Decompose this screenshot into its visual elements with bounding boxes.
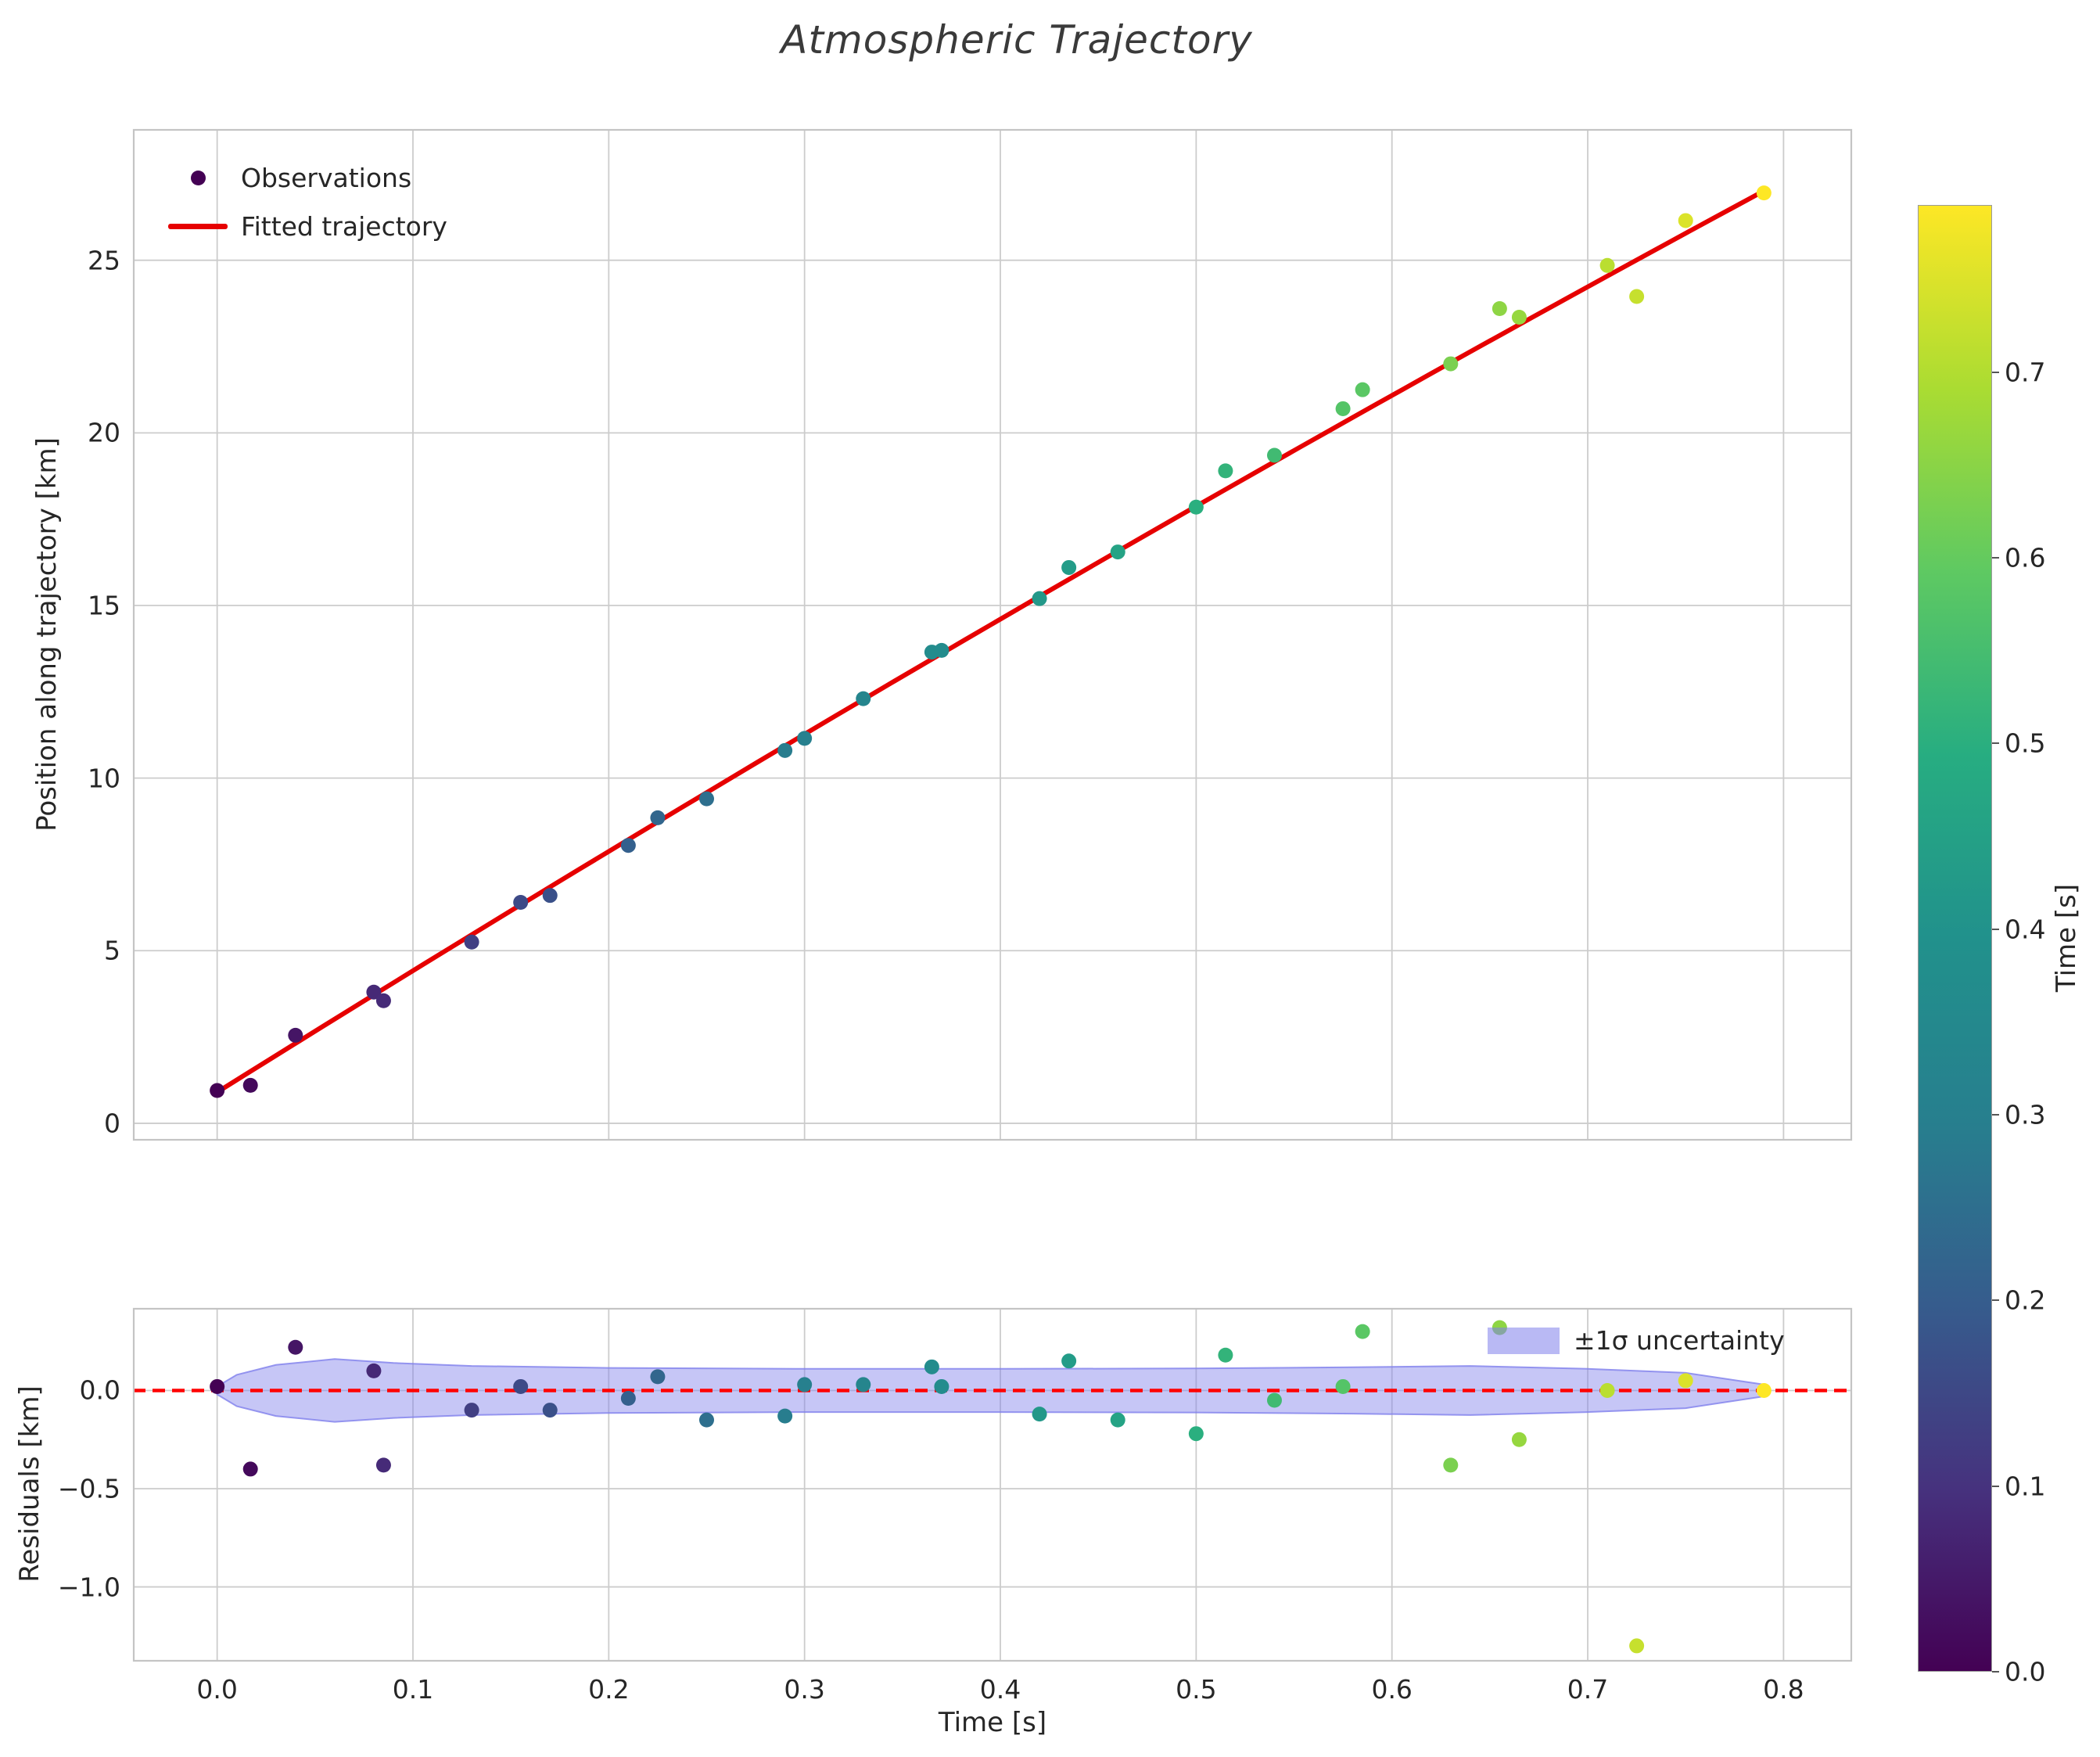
- x-tick-label: 0.7: [1567, 1674, 1609, 1705]
- colorbar-tick-label: 0.5: [2005, 728, 2046, 759]
- colorbar-tick-label: 0.2: [2005, 1285, 2046, 1316]
- colorbar-tick-label: 0.1: [2005, 1471, 2046, 1502]
- trajectory-plot: [132, 128, 1853, 1141]
- colorbar-tick-mark: [1992, 742, 1999, 745]
- legend-row-fitted: Fitted trajectory: [155, 202, 447, 250]
- colorbar-tick-label: 0.0: [2005, 1656, 2046, 1687]
- trajectory-y-tick-label: 10: [88, 763, 120, 794]
- colorbar-tick-mark: [1992, 371, 1999, 373]
- legend-row-observations: Observations: [155, 153, 447, 202]
- trajectory-y-axis-label: Position along trajectory [km]: [31, 437, 63, 832]
- x-tick-label: 0.3: [784, 1674, 825, 1705]
- colorbar-tick-label: 0.6: [2005, 542, 2046, 573]
- fitted-line-icon: [168, 223, 228, 229]
- residuals-y-tick-label: −0.5: [57, 1473, 120, 1504]
- figure-title: Atmospheric Trajectory: [781, 17, 1253, 63]
- residuals-plot: [132, 1307, 1853, 1662]
- legend-label-uncertainty: ±1σ uncertainty: [1574, 1325, 1785, 1356]
- legend-label-fitted-trajectory: Fitted trajectory: [241, 210, 447, 242]
- x-tick-label: 0.4: [979, 1674, 1021, 1705]
- colorbar-tick-mark: [1992, 1671, 1999, 1673]
- time-x-axis-label: Time [s]: [938, 1707, 1047, 1738]
- colorbar-tick-mark: [1992, 1485, 1999, 1487]
- uncertainty-band-swatch-icon: [1488, 1327, 1560, 1354]
- trajectory-y-tick-label: 20: [88, 417, 120, 448]
- trajectory-legend: Observations Fitted trajectory: [155, 153, 447, 250]
- x-tick-label: 0.8: [1763, 1674, 1804, 1705]
- residuals-y-axis-label: Residuals [km]: [14, 1385, 45, 1583]
- observations-marker-icon: [190, 170, 206, 185]
- legend-label-observations: Observations: [241, 162, 412, 193]
- x-tick-label: 0.1: [392, 1674, 434, 1705]
- x-tick-label: 0.0: [196, 1674, 238, 1705]
- trajectory-y-tick-label: 0: [104, 1108, 120, 1139]
- residuals-y-tick-label: −1.0: [57, 1572, 120, 1603]
- colorbar-tick-mark: [1992, 1113, 1999, 1116]
- residuals-y-tick-label: 0.0: [79, 1374, 120, 1406]
- colorbar-label: Time [s]: [2051, 883, 2082, 992]
- colorbar-tick-mark: [1992, 556, 1999, 559]
- x-tick-label: 0.5: [1176, 1674, 1217, 1705]
- colorbar-tick-label: 0.3: [2005, 1099, 2046, 1130]
- x-tick-label: 0.6: [1371, 1674, 1413, 1705]
- residuals-legend: ±1σ uncertainty: [1488, 1325, 1785, 1356]
- trajectory-y-tick-label: 15: [88, 590, 120, 621]
- x-tick-label: 0.2: [588, 1674, 630, 1705]
- colorbar-tick-mark: [1992, 1299, 1999, 1302]
- colorbar-tick-mark: [1992, 928, 1999, 930]
- trajectory-y-tick-label: 25: [88, 245, 120, 276]
- colorbar-tick-label: 0.7: [2005, 357, 2046, 388]
- colorbar-tick-label: 0.4: [2005, 914, 2046, 945]
- trajectory-y-tick-label: 5: [104, 935, 120, 966]
- colorbar: [1918, 205, 1992, 1672]
